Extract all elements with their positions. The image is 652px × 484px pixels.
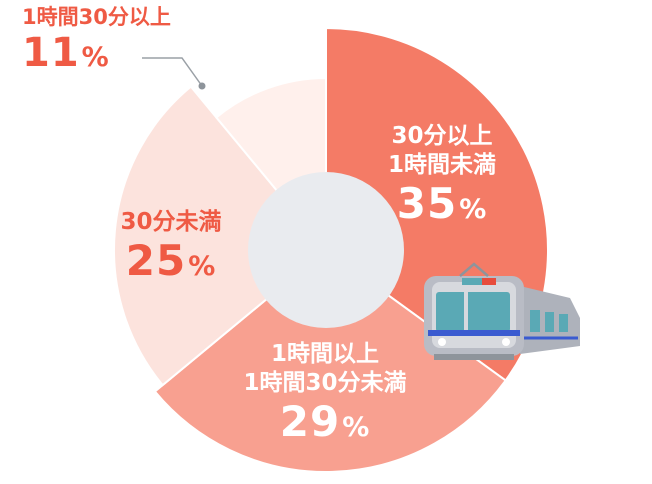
slice-percent: 35% xyxy=(396,178,488,228)
slice-label-over-1h30: 1時間30分以上 11% xyxy=(22,4,262,76)
slice-category: 1時間30分以上 xyxy=(22,5,171,29)
slice-category: 1時間未満 xyxy=(387,151,496,178)
slice-label-30min-1h: 30分以上 1時間未満 35% xyxy=(352,122,532,228)
slice-label-1h-1h30: 1時間以上 1時間30分未満 29% xyxy=(210,340,440,446)
pie-slice-1 xyxy=(153,248,507,473)
donut-center xyxy=(248,172,404,328)
slice-percent: 25% xyxy=(125,235,217,285)
train-icon xyxy=(424,262,580,360)
slice-category: 30分以上 xyxy=(391,123,493,149)
slice-percent: 29% xyxy=(279,396,371,446)
slice-category: 30分未満 xyxy=(120,209,222,235)
leader-dot xyxy=(198,82,206,90)
slice-label-under-30min: 30分未満 25% xyxy=(86,208,256,285)
pie-slice-2 xyxy=(113,85,328,387)
leader-line xyxy=(142,57,203,87)
slice-percent: 11% xyxy=(22,30,110,77)
slice-category: 1時間30分未満 xyxy=(243,369,407,396)
slice-category: 1時間以上 xyxy=(270,341,379,367)
